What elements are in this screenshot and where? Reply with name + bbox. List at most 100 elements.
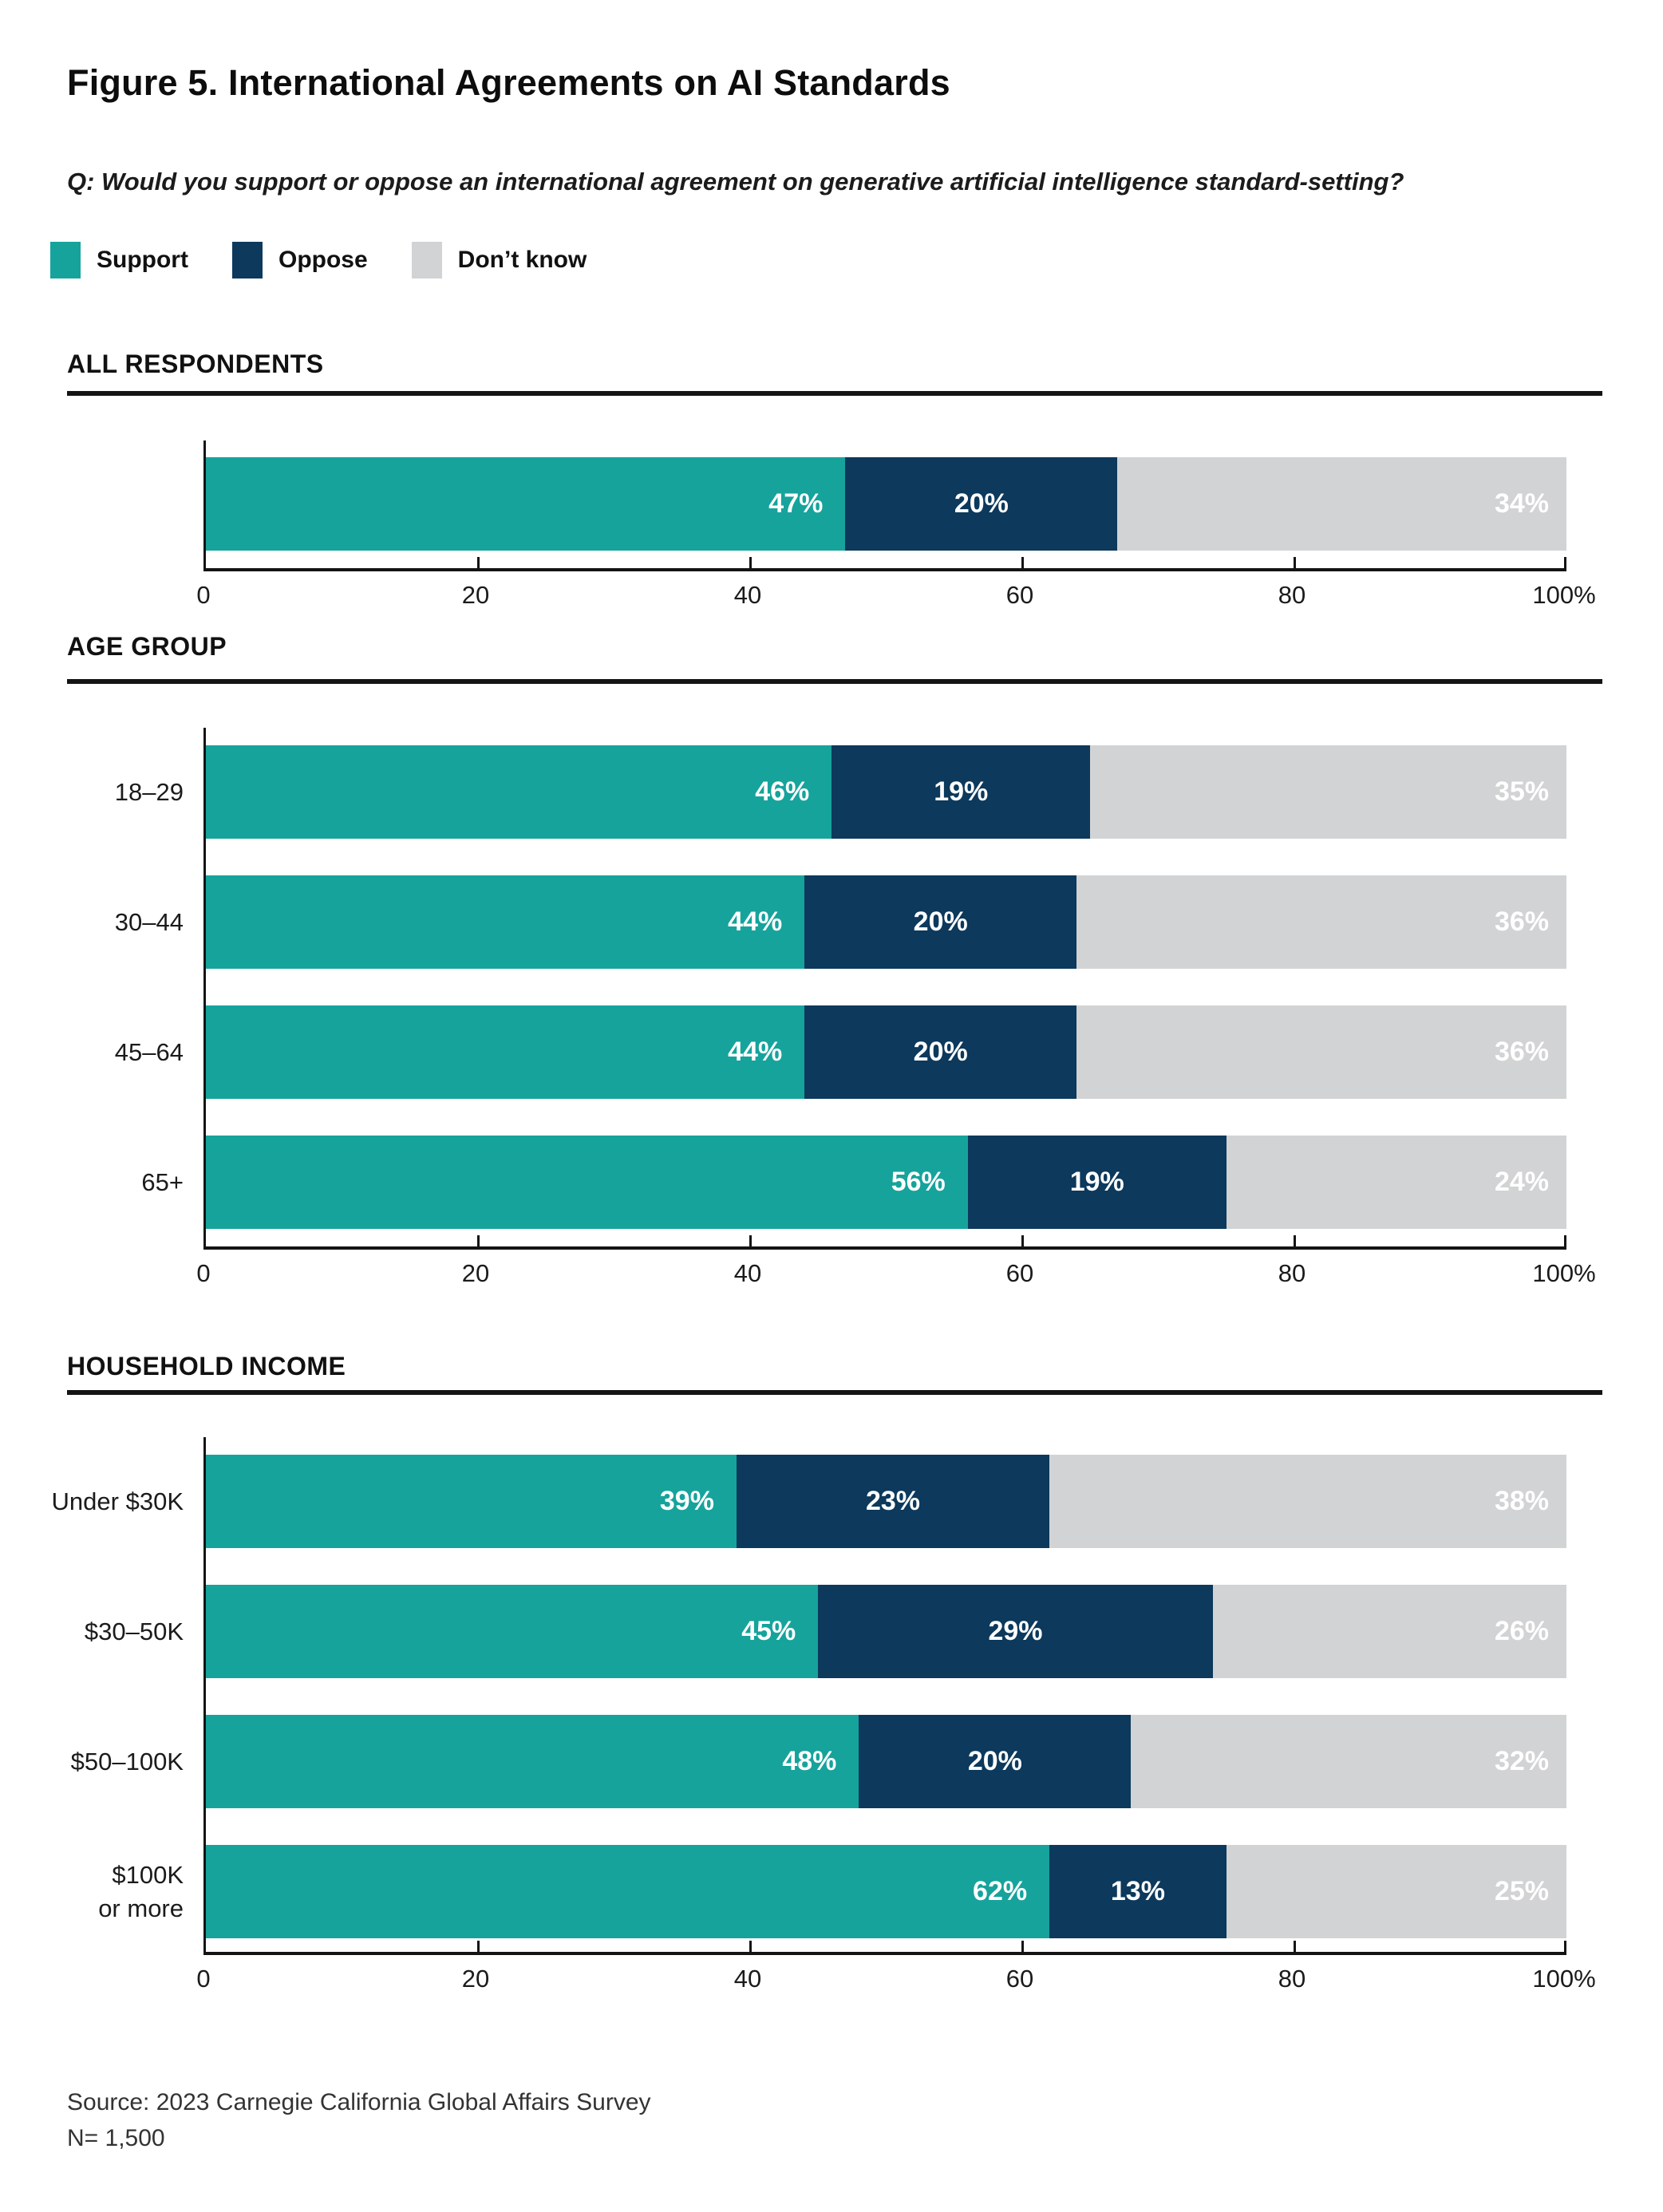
legend-label-oppose: Oppose [278,247,368,273]
segment-dont_know-100k-or-more: 25% [1226,1845,1566,1938]
axis-tick-label-80: 80 [1278,1965,1306,1993]
legend-item-oppose: Oppose [231,242,368,278]
bar-row-under-30k: 39% 23% 38% [206,1455,1566,1548]
bar-row-all-respondents: 47% 20% 34% [206,457,1566,551]
plot-area-all-respondents: 47% 20% 34% [203,440,1566,571]
axis-tick-label-20: 20 [461,1965,490,1993]
segment-dont_know-all: 34% [1117,457,1566,551]
survey-question: Q: Would you support or oppose an intern… [67,168,1404,196]
segment-value-label: 19% [1069,1167,1124,1197]
section-rule-all-respondents [67,391,1602,396]
segment-dont_know-65: 24% [1226,1136,1566,1229]
segment-oppose-under-30k: 23% [736,1455,1050,1548]
section-rule-household-income [67,1390,1602,1395]
segment-value-label: 32% [1494,1746,1549,1776]
axis-tick-40 [749,1235,752,1246]
segment-dont_know-30-44: 36% [1076,875,1566,969]
axis-tick-label-100: 100% [1532,581,1596,609]
segment-dont_know-50-100k: 32% [1131,1715,1566,1808]
category-label-45-64: 45–64 [114,1037,184,1066]
axis-tick-label-0: 0 [196,1259,211,1287]
segment-oppose-30-44: 20% [804,875,1077,969]
legend-swatch-oppose [231,242,263,278]
segment-oppose-45-64: 20% [804,1005,1077,1099]
axis-tick-60 [1021,1235,1024,1246]
segment-support-under-30k: 39% [206,1455,737,1548]
axis-tick-label-40: 40 [733,1259,762,1287]
plot-area-household-income: 39% 23% 38% 45% 29% 26% 48% 20% 32% 62% 13% 25% [203,1437,1566,1955]
axis-tick-60 [1021,557,1024,568]
category-label-100k-or-more: $100K or more [98,1860,184,1922]
axis-tick-label-80: 80 [1278,581,1306,609]
axis-tick-40 [749,557,752,568]
segment-oppose-all: 20% [845,457,1118,551]
axis-tick-label-20: 20 [461,581,490,609]
bar-row-65: 56% 19% 24% [206,1136,1566,1229]
axis-tick-label-100: 100% [1532,1259,1596,1287]
segment-support-18-29: 46% [206,745,832,839]
segment-value-label: 47% [768,488,824,519]
segment-support-all: 47% [206,457,846,551]
section-rule-age-group [67,679,1602,684]
axis-tick-40 [749,1941,752,1952]
segment-support-50-100k: 48% [206,1715,859,1808]
segment-support-100k-or-more: 62% [206,1845,1050,1938]
section-header-age-group: AGE GROUP [67,632,227,661]
bar-row-100k-or-more: 62% 13% 25% [206,1845,1566,1938]
segment-value-label: 45% [741,1616,796,1646]
category-label-30-50k: $30–50K [84,1617,184,1645]
category-label-50-100k: $50–100K [70,1747,184,1776]
segment-value-label: 29% [988,1616,1043,1646]
source-line: Source: 2023 Carnegie California Global … [67,2089,651,2115]
segment-value-label: 35% [1494,776,1549,807]
segment-value-label: 19% [934,776,989,807]
segment-value-label: 26% [1494,1616,1549,1646]
source-note: Source: 2023 Carnegie California Global … [67,2084,651,2156]
axis-tick-label-80: 80 [1278,1259,1306,1287]
segment-dont_know-30-50k: 26% [1212,1585,1566,1678]
segment-support-30-50k: 45% [206,1585,819,1678]
axis-tick-label-60: 60 [1005,581,1034,609]
segment-support-30-44: 44% [206,875,805,969]
axis-tick-labels-age-group: 0 20 40 60 80 100% [196,1259,1595,1291]
segment-value-label: 20% [913,907,968,937]
axis-tick-80 [1293,557,1296,568]
segment-oppose-30-50k: 29% [818,1585,1213,1678]
legend-item-support: Support [50,242,188,278]
category-label-18-29: 18–29 [114,777,184,806]
segment-oppose-65: 19% [967,1136,1227,1229]
axis-tick-100 [1564,1235,1566,1246]
category-label-under-30k: Under $30K [51,1487,184,1515]
segment-dont_know-18-29: 35% [1090,745,1566,839]
segment-value-label: 36% [1494,907,1549,937]
segment-value-label: 20% [954,488,1009,519]
segment-value-label: 39% [659,1486,714,1516]
legend: Support Oppose Don’t know [50,242,587,278]
axis-tick-label-20: 20 [461,1259,490,1287]
segment-value-label: 46% [755,776,810,807]
sample-size: N= 1,500 [67,2125,165,2151]
plot-area-age-group: 46% 19% 35% 44% 20% 36% 44% 20% 36% 56% 19% 24% [203,728,1566,1250]
axis-tick-labels-all-respondents: 0 20 40 60 80 100% [196,581,1595,613]
axis-tick-label-0: 0 [196,1965,211,1993]
bar-row-50-100k: 48% 20% 32% [206,1715,1566,1808]
segment-value-label: 24% [1494,1167,1549,1197]
bar-row-45-64: 44% 20% 36% [206,1005,1566,1099]
segment-value-label: 44% [728,907,783,937]
segment-value-label: 44% [728,1037,783,1067]
segment-support-65: 56% [206,1136,968,1229]
axis-tick-60 [1021,1941,1024,1952]
legend-label-dont_know: Don’t know [457,247,587,273]
segment-value-label: 36% [1494,1037,1549,1067]
axis-tick-80 [1293,1941,1296,1952]
segment-support-45-64: 44% [206,1005,805,1099]
figure-title: Figure 5. International Agreements on AI… [67,62,950,103]
bar-row-18-29: 46% 19% 35% [206,745,1566,839]
axis-tick-label-100: 100% [1532,1965,1596,1993]
segment-value-label: 34% [1494,488,1549,519]
segment-oppose-50-100k: 20% [859,1715,1132,1808]
category-label-65: 65+ [141,1167,184,1196]
axis-tick-labels-household-income: 0 20 40 60 80 100% [196,1965,1595,1997]
legend-item-dont_know: Don’t know [411,242,587,278]
